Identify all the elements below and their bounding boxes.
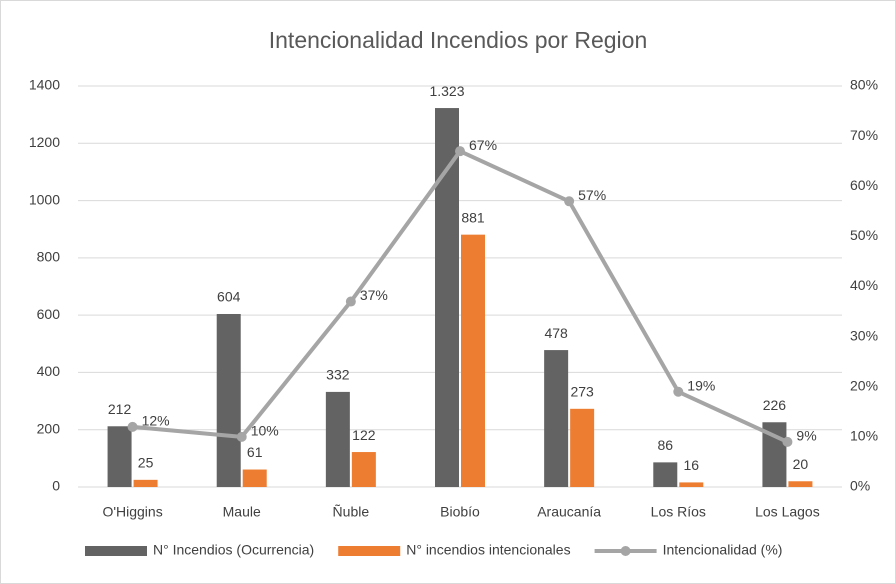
data-label: 226 [763, 397, 787, 413]
legend-swatch [620, 546, 631, 556]
data-label: 10% [251, 423, 279, 439]
y2-tick-label: 20% [850, 377, 878, 393]
bar [679, 482, 704, 487]
data-label: 57% [578, 187, 606, 203]
bar [325, 391, 350, 487]
y-tick-label: 200 [37, 420, 61, 436]
line-marker [127, 421, 138, 432]
bar [242, 469, 267, 487]
data-label: 273 [570, 384, 594, 400]
y2-tick-label: 50% [850, 227, 878, 243]
x-tick-label: O'Higgins [102, 504, 162, 520]
data-label: 122 [352, 427, 376, 443]
y-tick-label: 400 [37, 363, 61, 379]
legend-label: N° incendios intencionales [406, 542, 570, 558]
line-marker [236, 431, 247, 442]
bar [544, 350, 569, 487]
y2-tick-label: 30% [850, 327, 878, 343]
data-label: 604 [217, 289, 241, 305]
data-label: 86 [657, 437, 673, 453]
y2-tick-label: 0% [850, 478, 870, 494]
line-marker [782, 436, 793, 447]
legend-label: Intencionalidad (%) [663, 542, 783, 558]
y-tick-label: 600 [37, 306, 61, 322]
y2-tick-label: 40% [850, 277, 878, 293]
chart-title: Intencionalidad Incendios por Region [269, 27, 648, 53]
data-label: 61 [247, 444, 263, 460]
data-label: 212 [108, 401, 132, 417]
legend-label: N° Incendios (Ocurrencia) [153, 542, 314, 558]
data-label: 478 [544, 325, 568, 341]
data-label: 12% [142, 413, 170, 429]
y2-tick-label: 80% [850, 77, 878, 93]
line-marker [345, 296, 356, 307]
y-tick-label: 1400 [29, 77, 60, 93]
bar [461, 234, 485, 487]
line-marker [564, 196, 575, 207]
line-marker [455, 146, 465, 157]
y2-tick-label: 10% [850, 428, 878, 444]
data-label: 67% [469, 137, 497, 153]
bar [435, 108, 459, 488]
x-tick-label: Maule [223, 504, 261, 520]
y-tick-label: 800 [37, 249, 61, 265]
y-tick-label: 1000 [29, 191, 60, 207]
legend-swatch [85, 546, 147, 556]
data-label: 881 [461, 209, 485, 225]
bar [788, 481, 813, 487]
x-tick-label: Araucanía [537, 504, 601, 520]
x-tick-label: Biobío [440, 504, 480, 520]
data-label: 1.323 [429, 83, 464, 99]
y-tick-label: 1200 [29, 134, 60, 150]
data-label: 25 [138, 455, 154, 471]
data-label: 20 [793, 456, 809, 472]
data-label: 37% [360, 287, 388, 303]
data-label: 16 [683, 457, 699, 473]
bar [107, 426, 132, 487]
data-label: 332 [326, 367, 350, 383]
bar [653, 462, 678, 487]
y2-tick-label: 60% [850, 177, 878, 193]
bar [216, 313, 241, 487]
line-marker [673, 386, 684, 397]
legend-swatch [338, 546, 401, 556]
x-tick-label: Ñuble [333, 504, 370, 520]
y2-tick-label: 70% [850, 127, 878, 143]
data-label: 19% [687, 377, 715, 393]
bar [351, 452, 376, 487]
data-label: 9% [796, 428, 816, 444]
bar [570, 408, 595, 487]
y-tick-label: 0 [52, 478, 60, 494]
bar [133, 479, 158, 487]
x-tick-label: Los Ríos [651, 504, 706, 520]
x-tick-label: Los Lagos [755, 504, 820, 520]
